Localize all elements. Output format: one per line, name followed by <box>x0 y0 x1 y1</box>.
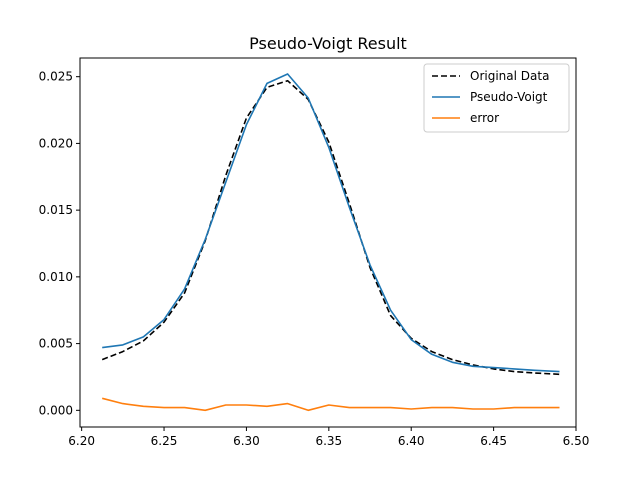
legend: Original Data Pseudo-Voigt error <box>423 63 570 133</box>
axes-layer: 6.20 6.25 6.30 6.35 6.40 6.45 6.50 0.000 0.005 0.… <box>39 57 590 448</box>
series-layer <box>101 73 560 412</box>
x-tick-label: 6.50 <box>563 434 590 448</box>
y-tick-label: 0.015 <box>39 203 73 217</box>
y-tick-label: 0.025 <box>39 70 73 84</box>
series-line-original-data <box>101 79 560 376</box>
chart-title: Pseudo-Voigt Result <box>249 34 407 53</box>
axes-frame <box>79 57 577 428</box>
y-tick-label: 0.005 <box>39 337 73 351</box>
series-line-error <box>102 397 560 412</box>
x-tick-label: 6.40 <box>398 434 425 448</box>
x-tick-label: 6.35 <box>315 434 342 448</box>
series-line-pseudo-voigt <box>102 73 560 373</box>
y-tick-label: 0.020 <box>39 136 73 150</box>
x-tick-label: 6.25 <box>151 434 178 448</box>
legend-label: Original Data <box>470 69 549 83</box>
legend-label: Pseudo-Voigt <box>470 90 548 104</box>
y-tick-label: 0.010 <box>39 270 73 284</box>
x-tick-label: 6.45 <box>480 434 507 448</box>
legend-label: error <box>470 111 499 125</box>
legend-box <box>423 63 570 133</box>
x-tick-label: 6.30 <box>233 434 260 448</box>
x-tick-label: 6.20 <box>68 434 95 448</box>
y-tick-label: 0.000 <box>39 403 73 417</box>
